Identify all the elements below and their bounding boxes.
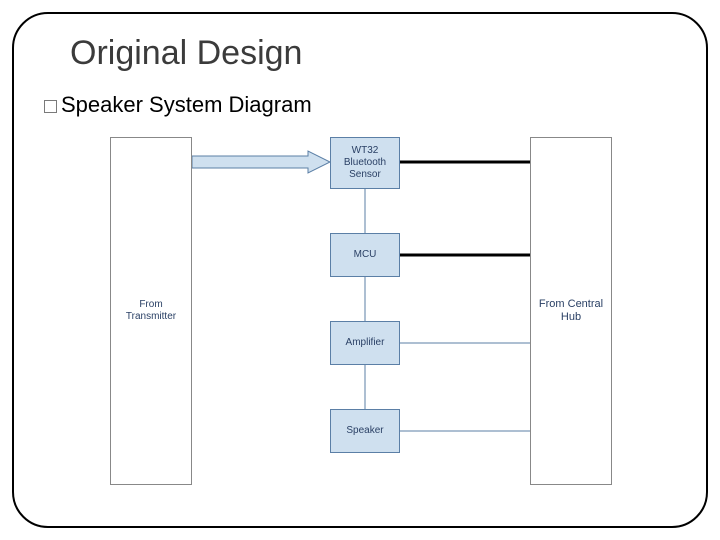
node-hub: From Central Hub [530,137,612,485]
bullet-text: Speaker System Diagram [61,92,312,117]
node-mcu: MCU [330,233,400,277]
bullet-square-icon [44,100,57,113]
node-spk: Speaker [330,409,400,453]
page-title: Original Design [70,34,302,73]
bullet-line: Speaker System Diagram [44,92,312,118]
node-amp: Amplifier [330,321,400,365]
node-bt: WT32 Bluetooth Sensor [330,137,400,189]
node-tx: From Transmitter [110,137,192,485]
